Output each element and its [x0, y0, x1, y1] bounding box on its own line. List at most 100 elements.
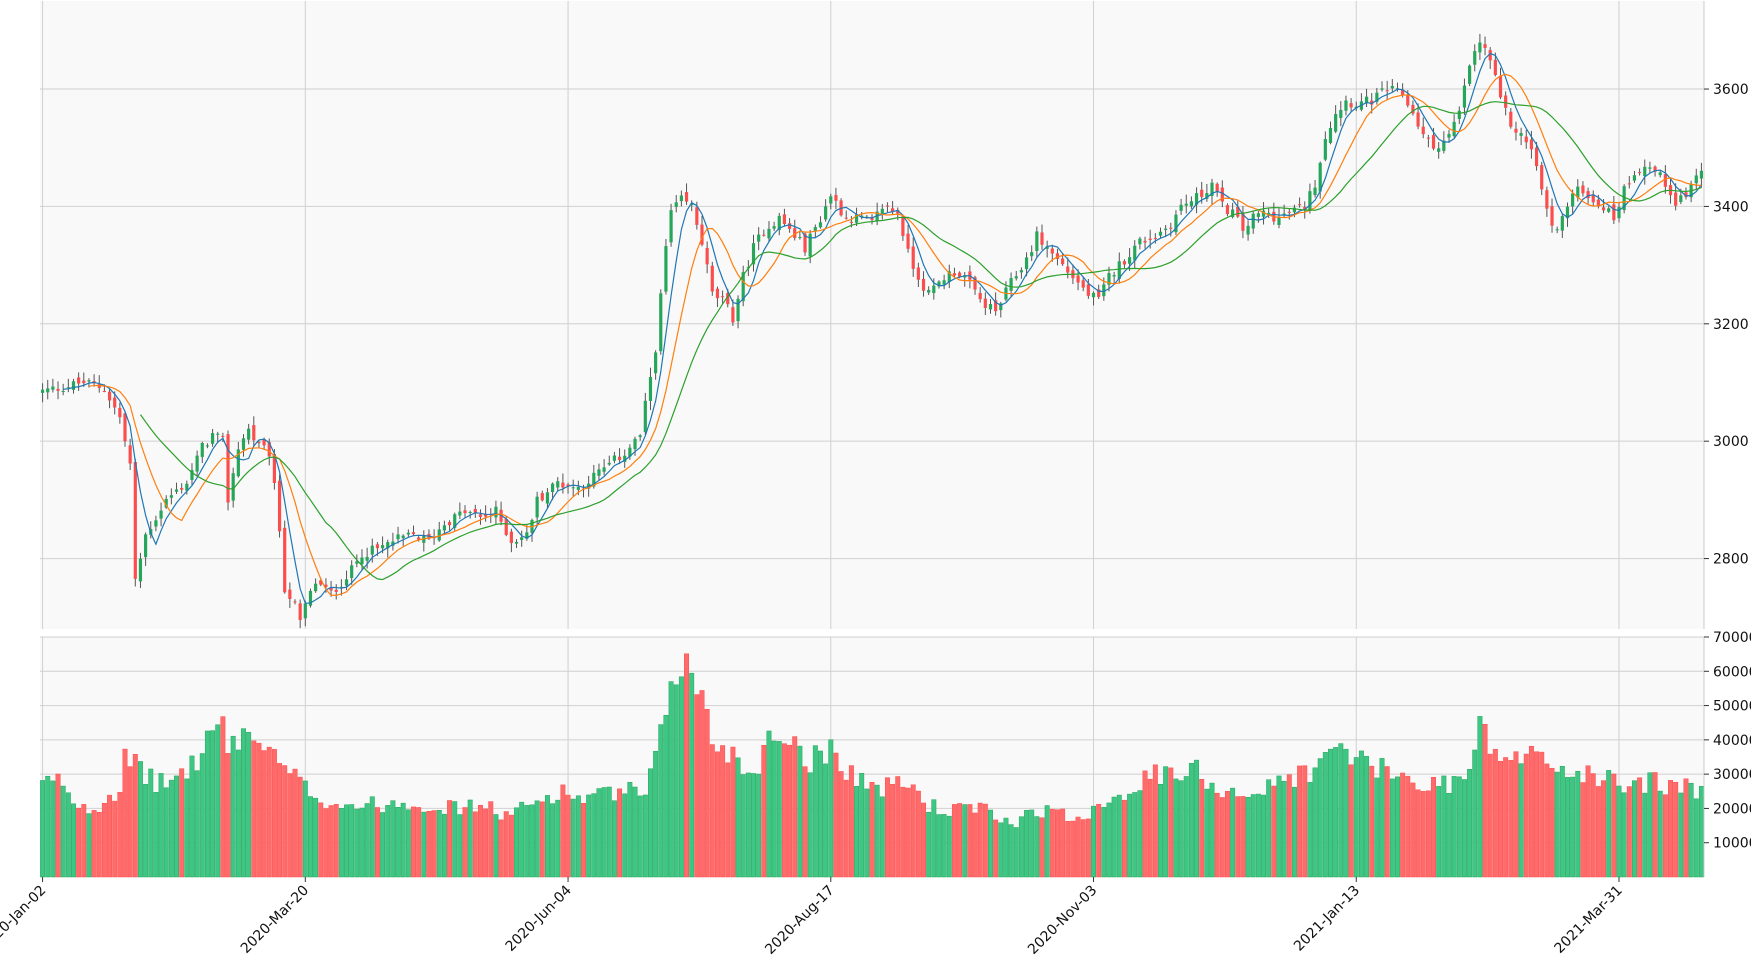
- volume-bar: [86, 813, 92, 878]
- candle: [638, 434, 642, 441]
- candle-body: [545, 492, 550, 504]
- candle: [793, 219, 797, 241]
- candle: [597, 463, 601, 481]
- candle-body: [283, 527, 287, 593]
- candle-body: [386, 542, 390, 549]
- volume-bar: [1111, 796, 1117, 878]
- volume-bar: [993, 819, 999, 878]
- price-tick-label: 3400: [1713, 199, 1749, 215]
- candle-body: [1231, 209, 1235, 218]
- candle: [221, 432, 225, 443]
- candle: [1514, 121, 1518, 141]
- candle: [1529, 130, 1534, 159]
- volume-bar: [859, 772, 865, 878]
- volume-bar: [1472, 749, 1478, 878]
- volume-bar: [1395, 776, 1400, 878]
- volume-bar: [544, 795, 550, 878]
- candle: [56, 381, 60, 400]
- volume-bar: [81, 804, 87, 878]
- volume-bar: [308, 796, 313, 878]
- volume-bar: [1461, 779, 1467, 878]
- volume-bar: [441, 813, 447, 878]
- candle-body: [71, 381, 76, 390]
- candle-body: [1040, 232, 1044, 245]
- candle-body: [1035, 231, 1039, 252]
- candle: [1287, 208, 1291, 220]
- candle: [1555, 226, 1559, 234]
- volume-bar: [220, 716, 226, 878]
- volume-bar: [1487, 753, 1493, 878]
- candle: [133, 458, 137, 587]
- candle-body: [417, 537, 421, 540]
- candle: [1174, 210, 1178, 236]
- price-tick-label: 3000: [1713, 434, 1749, 450]
- candle-body: [1045, 246, 1049, 249]
- volume-bar: [1637, 777, 1643, 878]
- candle-body: [1591, 194, 1595, 203]
- candle: [643, 392, 647, 435]
- candle-body: [1607, 208, 1611, 212]
- volume-bar: [1322, 752, 1328, 878]
- candle: [231, 467, 235, 508]
- candle-body: [957, 272, 962, 277]
- candle-body: [221, 436, 225, 438]
- candle-body: [272, 454, 276, 483]
- candle: [216, 431, 220, 444]
- volume-bar: [1070, 820, 1076, 878]
- volume-bar: [720, 745, 726, 878]
- candle-body: [1596, 199, 1600, 207]
- candle-body: [1344, 100, 1348, 111]
- candle: [1076, 269, 1080, 291]
- x-tick-label: 2020-Mar-20: [238, 883, 312, 957]
- candle-body: [669, 210, 673, 243]
- volume-bar: [874, 784, 880, 878]
- candle-body: [1509, 111, 1513, 127]
- candle-body: [473, 508, 477, 513]
- x-tick-label: 2021-Mar-31: [1552, 883, 1626, 957]
- candle: [648, 367, 653, 411]
- candle: [1308, 183, 1312, 214]
- candle: [118, 402, 122, 424]
- candle: [180, 483, 184, 494]
- candle-body: [731, 307, 735, 323]
- candle-body: [1370, 100, 1374, 105]
- candle-body: [1406, 94, 1410, 106]
- candle-body: [370, 545, 374, 555]
- volume-bar: [673, 684, 679, 878]
- volume-bar: [565, 794, 571, 878]
- candle: [551, 482, 555, 501]
- volume-bar: [946, 815, 952, 878]
- volume-bar: [921, 802, 926, 878]
- candle-body: [787, 223, 792, 229]
- candle-body: [77, 377, 81, 384]
- candle: [942, 274, 946, 290]
- candle-body: [1498, 76, 1503, 98]
- volume-bar: [457, 814, 463, 878]
- volume-bar: [905, 787, 911, 878]
- volume-bar: [478, 805, 483, 878]
- volume-bar: [1096, 803, 1102, 878]
- candle-body: [1112, 275, 1116, 277]
- volume-bar: [1199, 778, 1205, 878]
- volume-bar: [1621, 792, 1627, 878]
- candle-body: [679, 195, 683, 202]
- candle-body: [1148, 238, 1152, 240]
- candle: [1658, 169, 1662, 178]
- candle-body: [561, 482, 565, 488]
- candle-body: [1437, 148, 1441, 152]
- candle-body: [648, 376, 653, 401]
- volume-bar: [1116, 794, 1122, 878]
- candle: [210, 429, 215, 447]
- volume-bar: [756, 773, 762, 878]
- volume-bar: [714, 751, 720, 878]
- volume-bar: [194, 770, 200, 878]
- candle-body: [1504, 95, 1508, 108]
- candle-body: [736, 298, 740, 322]
- candle: [700, 215, 704, 247]
- candle-body: [51, 386, 55, 390]
- candle: [860, 212, 864, 220]
- candle-body: [1091, 292, 1096, 298]
- volume-bar: [45, 775, 51, 878]
- candle: [1097, 284, 1101, 300]
- candle: [1045, 240, 1049, 258]
